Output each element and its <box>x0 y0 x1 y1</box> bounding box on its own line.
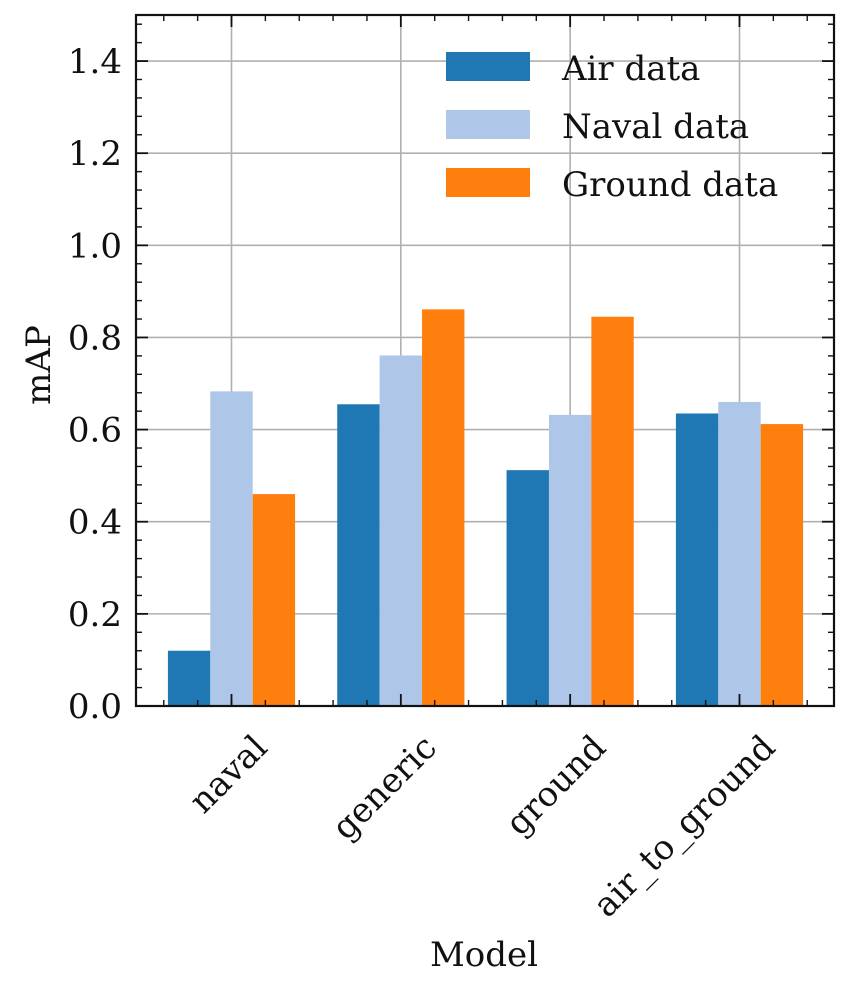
plot-frame <box>134 13 836 708</box>
bar-ground-data-naval <box>252 494 296 706</box>
bar-naval-data-ground <box>548 414 592 706</box>
bar-ground-data-air-to-ground <box>760 424 804 706</box>
y-tick-label: 0.8 <box>68 318 122 358</box>
x-tick-label: ground <box>498 728 614 844</box>
legend-swatch <box>446 52 530 81</box>
bar-naval-data-air-to-ground <box>718 401 761 706</box>
y-tick-label: 0.4 <box>68 503 122 543</box>
x-tick-label: generic <box>324 728 444 848</box>
y-tick-label: 0.6 <box>68 411 122 451</box>
x-tick-label: naval <box>182 728 276 822</box>
y-tick-label: 1.4 <box>68 42 122 82</box>
bar-naval-data-generic <box>379 355 423 706</box>
y-tick-label: 1.0 <box>68 226 122 266</box>
legend-label: Naval data <box>562 107 749 147</box>
bar-air-data-air-to-ground <box>675 413 719 706</box>
legend-label: Air data <box>561 49 700 89</box>
legend-label: Ground data <box>562 165 778 205</box>
bar-air-data-generic <box>337 404 380 706</box>
bar-naval-data-naval <box>210 391 253 706</box>
bar-air-data-naval <box>167 650 211 706</box>
legend-swatch <box>446 168 530 197</box>
legend: Air data Naval data Ground data <box>446 49 778 205</box>
bars <box>167 309 804 706</box>
x-axis-title: Model <box>430 935 538 975</box>
x-tick-label: air_to_ground <box>586 728 784 926</box>
y-axis-title: mAP <box>19 325 59 405</box>
y-tick-label: 0.0 <box>68 687 122 727</box>
axis-ticks <box>136 15 834 707</box>
bar-ground-data-generic <box>422 309 465 706</box>
y-tick-label: 1.2 <box>68 134 122 174</box>
bar-air-data-ground <box>506 470 549 706</box>
bar-ground-data-ground <box>591 316 634 706</box>
y-tick-labels: 0.0 0.2 0.4 0.6 0.8 1.0 1.2 1.4 <box>68 42 122 727</box>
y-tick-label: 0.2 <box>68 595 122 635</box>
legend-swatch <box>446 110 530 139</box>
